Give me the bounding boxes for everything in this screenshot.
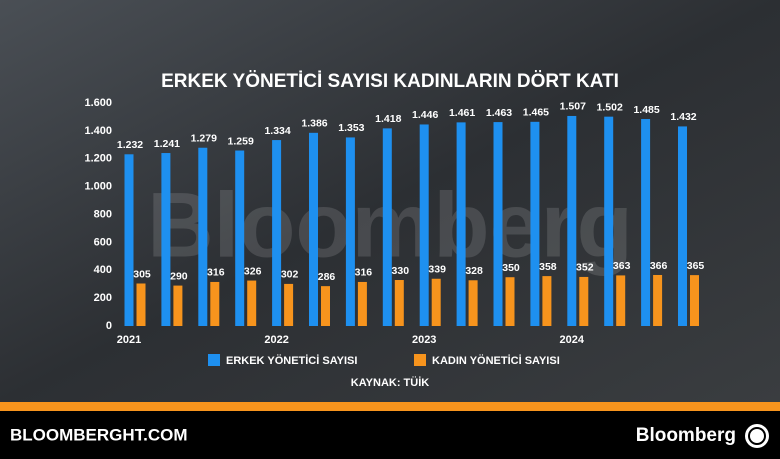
- value-label: 290: [170, 270, 188, 282]
- value-label: 350: [502, 262, 520, 274]
- y-tick-label: 1.600: [84, 97, 112, 109]
- bar: [210, 281, 220, 326]
- value-label: 1.386: [301, 118, 327, 130]
- value-label: 1.485: [633, 104, 659, 116]
- bar: [382, 128, 392, 326]
- value-label: 339: [428, 264, 446, 276]
- legend-swatch: [208, 354, 220, 366]
- value-label: 1.279: [191, 133, 217, 145]
- value-label: 1.465: [523, 107, 549, 119]
- y-tick-label: 600: [94, 236, 112, 248]
- y-tick-label: 1.200: [84, 153, 112, 165]
- x-tick-label: 2023: [412, 334, 436, 346]
- value-label: 316: [207, 267, 225, 279]
- bar: [198, 147, 208, 326]
- bar: [284, 283, 294, 326]
- bar: [579, 276, 589, 326]
- y-tick-label: 400: [94, 264, 112, 276]
- bar: [321, 286, 330, 326]
- y-tick-label: 1.400: [84, 125, 112, 137]
- y-tick-label: 1.000: [84, 181, 112, 193]
- chart-title: ERKEK YÖNETİCİ SAYISI KADINLARIN DÖRT KA…: [161, 71, 619, 92]
- legend-label: KADIN YÖNETİCİ SAYISI: [432, 354, 560, 367]
- value-label: 1.446: [412, 109, 438, 121]
- y-tick-label: 800: [94, 208, 112, 220]
- value-label: 305: [133, 268, 151, 280]
- bar: [431, 278, 441, 326]
- value-label: 316: [355, 267, 373, 279]
- footer-stripe: [0, 402, 780, 411]
- value-label: 1.418: [375, 113, 401, 125]
- x-tick-label: 2024: [560, 334, 585, 346]
- y-tick-label: 200: [94, 292, 112, 304]
- bar: [690, 275, 699, 326]
- bar: [345, 137, 355, 326]
- footer-site: BLOOMBERGHT.COM: [10, 425, 188, 444]
- legend-swatch: [414, 354, 426, 366]
- value-label: 352: [576, 262, 594, 274]
- value-label: 1.241: [154, 138, 180, 150]
- bar: [357, 281, 367, 326]
- value-label: 326: [244, 265, 262, 277]
- value-label: 1.353: [338, 122, 364, 134]
- bar: [456, 122, 466, 326]
- bar: [247, 280, 257, 326]
- bar: [272, 140, 282, 326]
- brand-logo-ring: [748, 427, 766, 445]
- y-tick-label: 0: [106, 320, 112, 332]
- bar: [136, 283, 146, 326]
- bar: [394, 280, 404, 326]
- bar: [604, 116, 614, 326]
- bar: [653, 274, 663, 326]
- bar: [641, 119, 651, 326]
- value-label: 1.502: [597, 101, 623, 113]
- value-label: 365: [687, 260, 705, 272]
- footer: [0, 411, 780, 459]
- bar: [567, 115, 577, 326]
- value-label: 363: [613, 260, 631, 272]
- bar: [616, 275, 626, 326]
- value-label: 1.334: [264, 125, 290, 137]
- value-label: 1.463: [486, 107, 512, 119]
- value-label: 328: [465, 265, 483, 277]
- bar: [505, 277, 515, 326]
- value-label: 1.232: [117, 139, 143, 151]
- bar: [173, 285, 183, 326]
- bar: [678, 126, 687, 326]
- value-label: 1.507: [560, 101, 586, 113]
- source: KAYNAK: TÜİK: [351, 376, 429, 389]
- footer-brand: Bloomberg: [636, 425, 736, 446]
- value-label: 366: [650, 260, 668, 272]
- value-label: 286: [318, 271, 336, 283]
- x-tick-label: 2021: [117, 334, 141, 346]
- value-label: 1.259: [228, 135, 254, 147]
- bar: [161, 153, 171, 326]
- bar: [419, 124, 429, 327]
- bar: [124, 154, 134, 326]
- value-label: 1.461: [449, 107, 475, 119]
- bar: [542, 276, 552, 326]
- value-label: 330: [392, 265, 410, 277]
- bar: [530, 121, 540, 326]
- value-label: 1.432: [670, 111, 696, 123]
- x-tick-label: 2022: [264, 334, 288, 346]
- value-label: 358: [539, 261, 557, 273]
- bar: [468, 280, 478, 326]
- bar: [235, 150, 245, 326]
- legend-label: ERKEK YÖNETİCİ SAYISI: [226, 354, 357, 367]
- bar: [493, 122, 503, 326]
- bar: [309, 132, 318, 326]
- value-label: 302: [281, 269, 299, 281]
